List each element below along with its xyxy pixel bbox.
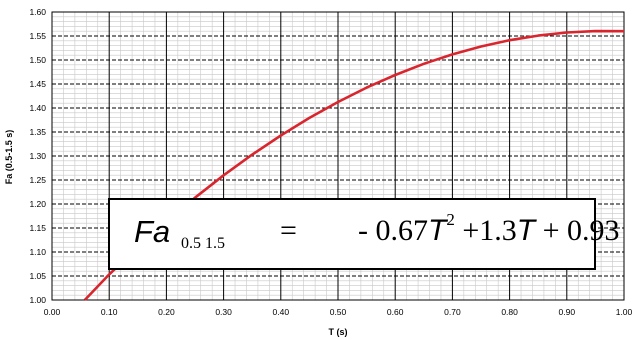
- y-tick-label: 1.25: [29, 175, 46, 185]
- x-tick-label: 0.10: [101, 307, 118, 317]
- y-tick-label: 1.05: [29, 271, 46, 281]
- equation-term-a: - 0.67: [358, 214, 428, 247]
- x-tick-label: 0.90: [559, 307, 576, 317]
- equation-term-b: +1.3: [454, 214, 517, 247]
- equation-lhs: Fa: [134, 214, 171, 249]
- equation-term-c: + 0.93: [535, 214, 620, 247]
- equation-box: Fa 0.5 1.5 = - 0.67T2 +1.3T + 0.93: [108, 198, 620, 270]
- y-tick-label: 1.55: [29, 31, 46, 41]
- y-tick-label: 1.10: [29, 247, 46, 257]
- x-tick-label: 1.00: [616, 307, 632, 317]
- y-tick-label: 1.15: [29, 223, 46, 233]
- y-axis-title: Fa (0.5-1.5 s): [4, 130, 14, 185]
- equation-equals: =: [280, 214, 297, 247]
- x-tick-label: 0.40: [273, 307, 290, 317]
- y-tick-label: 1.45: [29, 79, 46, 89]
- x-tick-label: 0.20: [158, 307, 175, 317]
- x-tick-label: 0.50: [330, 307, 347, 317]
- x-tick-label: 0.70: [444, 307, 461, 317]
- equation-rhs: - 0.67T2 +1.3T + 0.93: [358, 210, 620, 248]
- plot-area-border: [51, 11, 625, 301]
- y-tick-label: 1.50: [29, 55, 46, 65]
- x-tick-label: 0.60: [387, 307, 404, 317]
- x-tick-label: 0.80: [501, 307, 518, 317]
- y-tick-label: 1.20: [29, 199, 46, 209]
- y-tick-labels: 1.00 1.05 1.10 1.15 1.20 1.25 1.30 1.35 1.40 1.45…: [29, 7, 46, 305]
- equation-lhs-subscript: 0.5 1.5: [181, 235, 225, 252]
- equation-var-2: T: [516, 214, 536, 247]
- equation-var: T: [428, 214, 447, 247]
- y-tick-label: 1.35: [29, 127, 46, 137]
- x-axis-title: T (s): [329, 327, 348, 337]
- y-tick-label: 1.60: [29, 7, 46, 17]
- x-tick-label: 0.30: [215, 307, 232, 317]
- x-tick-labels: 0.00 0.10 0.20 0.30 0.40 0.50 0.60 0.70 0.80 0.90…: [44, 307, 632, 317]
- y-tick-label: 1.00: [29, 295, 46, 305]
- equation-exponent: 2: [446, 210, 455, 229]
- y-tick-label: 1.40: [29, 103, 46, 113]
- y-tick-label: 1.30: [29, 151, 46, 161]
- x-tick-label: 0.00: [44, 307, 61, 317]
